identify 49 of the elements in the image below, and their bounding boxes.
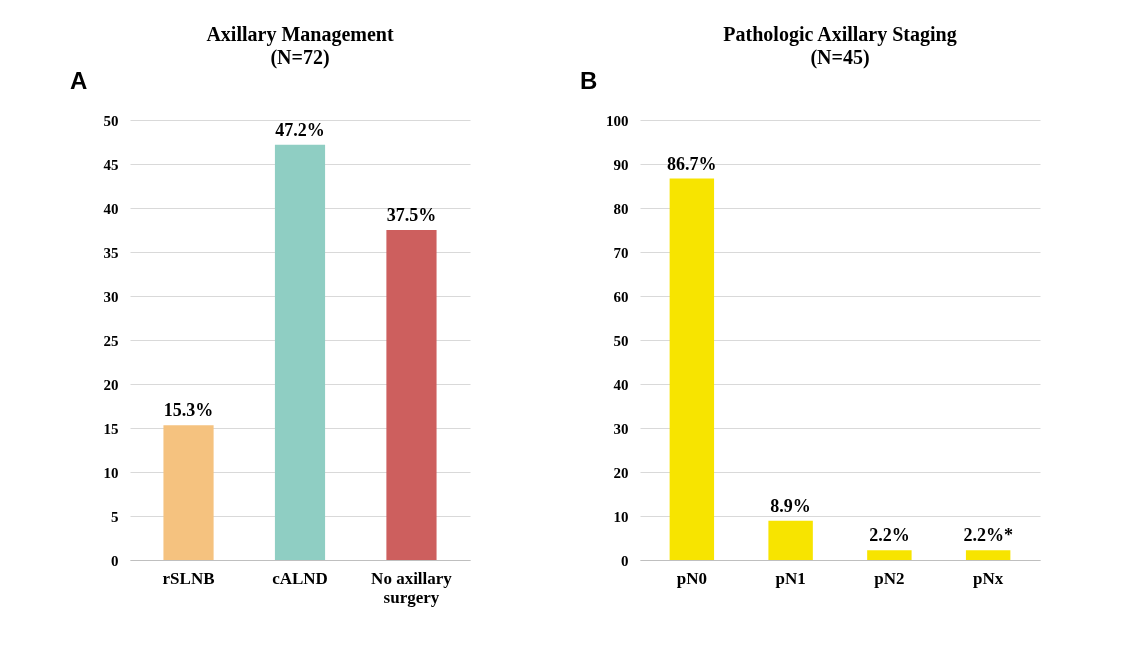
chart-title: Pathologic Axillary Staging (723, 23, 957, 46)
data-label: 2.2% (869, 525, 910, 546)
y-tick-label: 10 (613, 508, 629, 525)
bar (768, 520, 813, 560)
y-tick-label: 50 (103, 112, 119, 129)
y-tick-label: 80 (613, 200, 629, 217)
x-tick-label: rSLNB (162, 568, 215, 588)
chart-subtitle: (N=72) (270, 46, 330, 69)
text: B (580, 67, 598, 94)
data-label: 47.2% (275, 119, 325, 140)
data-label: 15.3% (163, 400, 214, 421)
y-tick-label: 35 (103, 244, 119, 261)
x-tick-label: pN1 (775, 568, 806, 588)
y-tick-label: 0 (621, 552, 629, 569)
y-tick-label: 40 (103, 200, 119, 217)
bar (274, 144, 326, 560)
data-label: 37.5% (386, 205, 437, 225)
y-tick-label: 20 (103, 376, 119, 393)
data-label: 86.7% (667, 153, 717, 174)
x-tick-label: cALND (272, 568, 328, 588)
x-tick-label: pN2 (874, 568, 905, 588)
bar (163, 425, 214, 560)
y-tick-label: 25 (103, 332, 119, 349)
chart-title: Axillary Management (206, 23, 394, 46)
bar (386, 230, 437, 560)
y-tick-label: 60 (613, 288, 629, 305)
y-tick-label: 90 (613, 156, 629, 173)
bar (965, 550, 1011, 560)
y-tick-label: 20 (613, 464, 629, 481)
y-tick-label: 30 (613, 420, 629, 437)
x-tick-label: No axillary surgery (371, 568, 453, 607)
y-tick-label: 30 (103, 288, 119, 305)
y-tick-label: 0 (111, 552, 119, 569)
chart-subtitle: (N=45) (810, 46, 870, 69)
y-tick-label: 15 (103, 420, 119, 437)
data-label: 8.9% (770, 495, 811, 516)
x-tick-label: pN0 (676, 568, 707, 588)
x-tick-label: pNx (973, 568, 1004, 588)
y-tick-label: 100 (606, 112, 629, 129)
bar (867, 550, 912, 560)
y-tick-label: 45 (103, 156, 119, 173)
y-tick-label: 70 (613, 244, 629, 261)
text: A (70, 67, 88, 94)
data-label: 2.2%* (963, 525, 1013, 546)
y-tick-label: 50 (613, 332, 629, 349)
y-tick-label: 40 (613, 376, 629, 393)
bar (669, 178, 715, 560)
y-tick-label: 5 (111, 508, 119, 525)
y-tick-label: 10 (103, 464, 119, 481)
